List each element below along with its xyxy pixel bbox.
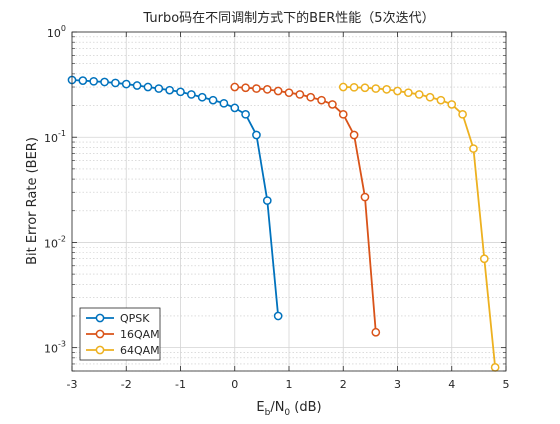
data-point	[252, 130, 261, 140]
data-point	[458, 109, 467, 119]
y-tick-label: 10-2	[44, 234, 66, 250]
data-point	[273, 86, 283, 96]
data-point	[360, 192, 370, 202]
x-tick-label: 2	[340, 378, 347, 391]
x-tick-label: -1	[175, 378, 186, 391]
data-point	[414, 90, 424, 99]
data-point	[349, 130, 359, 140]
data-point	[284, 88, 294, 98]
x-tick-label: -2	[121, 378, 132, 391]
data-point	[252, 84, 261, 93]
data-point	[371, 84, 381, 93]
y-tick-label: 100	[47, 24, 66, 40]
data-point	[241, 109, 250, 119]
data-point	[436, 95, 446, 105]
data-point	[78, 76, 88, 85]
data-point	[447, 100, 457, 109]
legend-label: 16QAM	[120, 328, 160, 341]
data-point	[111, 78, 120, 88]
data-point	[349, 82, 359, 92]
x-tick-label: 3	[394, 378, 401, 391]
data-point	[219, 98, 229, 108]
data-point	[197, 92, 207, 102]
data-point	[382, 85, 391, 94]
chart-title: Turbo码在不同调制方式下的BER性能（5次迭代）	[142, 10, 434, 26]
data-point	[100, 77, 109, 87]
y-tick-label: 10-1	[44, 129, 66, 145]
legend-item-16qam: 16QAM	[86, 328, 160, 341]
legend: QPSK 16QAM 64QAM	[79, 307, 161, 361]
data-point	[404, 88, 413, 98]
x-tick-label: 0	[231, 378, 238, 391]
data-point	[360, 83, 370, 93]
legend-label: QPSK	[120, 312, 150, 325]
y-tick-labels: 10-3 10-2 10-1 100	[44, 24, 66, 356]
data-point	[262, 85, 272, 94]
x-tick-label: -3	[67, 378, 78, 391]
data-point	[187, 90, 196, 99]
data-point	[479, 254, 489, 264]
data-point	[338, 109, 348, 119]
x-tick-label: 4	[448, 378, 455, 391]
x-tick-label: 1	[286, 378, 293, 391]
data-point	[317, 95, 326, 105]
data-point	[143, 82, 153, 92]
data-point	[262, 196, 272, 205]
data-point	[371, 327, 381, 337]
data-point	[273, 311, 283, 321]
series-layer	[67, 75, 500, 372]
legend-item-64qam: 64QAM	[86, 344, 160, 357]
tick-marks	[71, 31, 507, 372]
data-point	[469, 144, 478, 153]
x-axis-label: Eb/N0 (dB)	[256, 400, 321, 418]
series-16qam	[230, 82, 381, 337]
series-64qam	[338, 82, 500, 372]
data-point	[295, 90, 305, 99]
data-point	[176, 87, 185, 97]
data-point	[490, 362, 500, 372]
data-point	[230, 103, 240, 113]
data-point	[393, 86, 402, 96]
data-point	[338, 82, 348, 92]
data-point	[121, 79, 131, 89]
series-qpsk	[67, 75, 283, 321]
data-point	[328, 100, 337, 109]
data-point	[154, 84, 164, 93]
x-tick-label: 5	[503, 378, 510, 391]
data-point	[132, 81, 142, 90]
legend-label: 64QAM	[120, 344, 160, 357]
legend-swatch-marker	[95, 313, 105, 323]
data-point	[165, 85, 174, 95]
x-tick-labels: -3 -2 -1 0 1 2 3 4 5	[67, 378, 510, 391]
legend-swatch-marker	[95, 345, 105, 355]
data-point	[241, 83, 250, 93]
data-point	[230, 82, 240, 92]
y-tick-label: 10-3	[44, 340, 66, 356]
data-point	[306, 92, 316, 102]
y-axis-label: Bit Error Rate (BER)	[25, 137, 40, 265]
data-point	[208, 95, 218, 105]
data-point	[89, 76, 99, 86]
legend-swatch-marker	[95, 329, 105, 339]
data-point	[425, 92, 435, 102]
legend-item-qpsk: QPSK	[86, 312, 150, 325]
